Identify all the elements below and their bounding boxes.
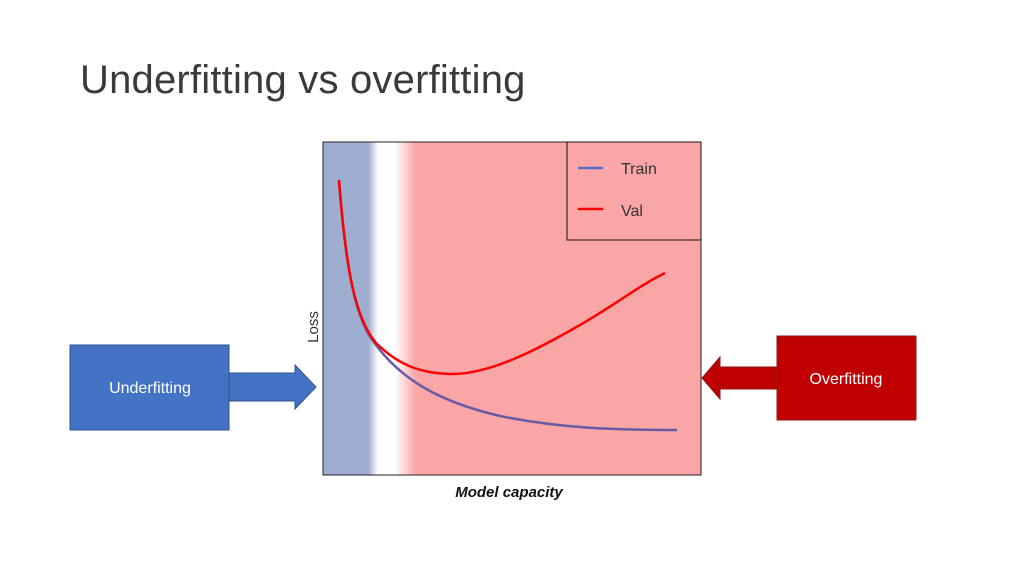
legend-train-label: Train <box>621 161 657 178</box>
underfitting-callout: Underfitting <box>69 344 317 431</box>
underfitting-box <box>69 344 230 431</box>
underfitting-label: Underfitting <box>109 380 191 397</box>
overfitting-box <box>776 335 917 421</box>
overfitting-label: Overfitting <box>810 371 883 388</box>
legend-val-label: Val <box>621 203 643 220</box>
y-axis-label: Loss <box>305 311 322 343</box>
x-axis-label: Model capacity <box>455 484 563 501</box>
slide-title: Underfitting vs overfitting <box>80 58 526 102</box>
overfitting-callout: Overfitting <box>701 335 917 421</box>
legend-box <box>566 141 702 241</box>
underfitting-arrow <box>228 363 317 411</box>
val-curve <box>337 179 666 376</box>
overfitting-arrow <box>701 355 778 401</box>
